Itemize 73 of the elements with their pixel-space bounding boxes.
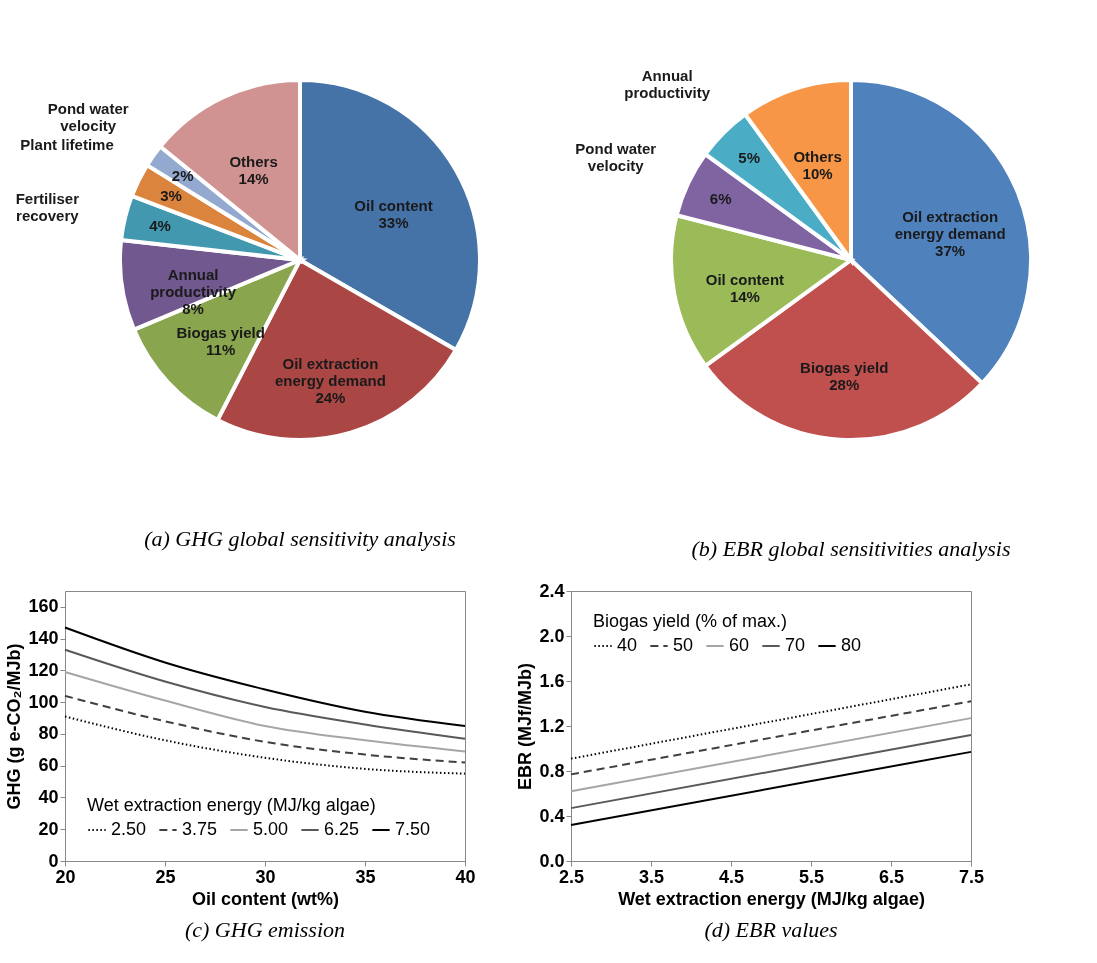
x-tick-label: 4.5 xyxy=(718,866,745,887)
legend-label: 80 xyxy=(841,635,862,655)
y-tick-label: 160 xyxy=(28,596,59,617)
line-series xyxy=(64,694,466,764)
legend-label: 3.75 xyxy=(182,819,218,839)
y-tick-label: 40 xyxy=(38,786,59,807)
legend-label: 40 xyxy=(617,635,638,655)
legend-label: 6.25 xyxy=(324,819,360,839)
slice-label: Biogas yield xyxy=(800,358,889,376)
slice-label: Oil extraction energy demand xyxy=(274,354,386,389)
y-tick-label: 1.6 xyxy=(539,670,565,691)
slice-label: Oil content xyxy=(354,197,433,214)
line-series xyxy=(64,715,466,775)
data-label: 14% xyxy=(238,170,269,188)
legend-title: Biogas yield (% of max.) xyxy=(593,611,788,631)
x-tick-label: 40 xyxy=(455,866,476,887)
y-tick-label: 80 xyxy=(38,723,59,744)
legend-label: 70 xyxy=(785,635,806,655)
x-tick-label: 35 xyxy=(355,866,376,887)
data-label: 10% xyxy=(802,165,833,183)
data-label: 3% xyxy=(160,187,182,205)
y-tick-label: 20 xyxy=(38,818,59,839)
x-tick-label: 3.5 xyxy=(638,866,665,887)
x-axis-title: Oil content (wt%) xyxy=(192,888,339,909)
line-series xyxy=(64,648,466,740)
y-tick-label: 2.4 xyxy=(539,580,565,601)
data-label: 6% xyxy=(709,189,732,207)
data-label: 37% xyxy=(935,242,966,260)
data-label: 4% xyxy=(149,217,171,235)
slice-label: Pond water velocity xyxy=(47,100,129,135)
slice-label: Annual productivity xyxy=(624,67,711,102)
line-series xyxy=(64,671,466,753)
y-tick-label: 60 xyxy=(38,755,59,776)
slice-label: Oil content xyxy=(705,271,785,289)
data-label: 2% xyxy=(171,167,194,185)
slice-label: Others xyxy=(793,148,842,166)
legend-label: 5.00 xyxy=(253,819,289,839)
x-tick-label: 30 xyxy=(255,866,276,887)
x-axis-title: Wet extraction energy (MJ/kg algae) xyxy=(618,888,925,909)
legend-label: 60 xyxy=(729,635,750,655)
text: (a) GHG global sensitivity analysis xyxy=(144,526,456,552)
legend-label: 2.50 xyxy=(111,819,147,839)
slice-label: Oil extraction energy demand xyxy=(894,208,1006,243)
y-tick-label: 100 xyxy=(28,691,59,712)
legend-label: 7.50 xyxy=(395,819,431,839)
data-label: 11% xyxy=(206,341,236,359)
slice-label: Others xyxy=(229,153,278,171)
y-axis-title: EBR (MJf/MJb) xyxy=(515,663,536,790)
data-label: 5% xyxy=(738,149,761,167)
data-label: 33% xyxy=(378,214,409,231)
legend-label: 50 xyxy=(673,635,694,655)
y-tick-label: 2.0 xyxy=(539,625,565,646)
slice-label: Fertiliser recovery xyxy=(15,189,80,224)
x-tick-label: 5.5 xyxy=(798,866,825,887)
x-tick-label: 25 xyxy=(155,866,176,887)
data-label: 28% xyxy=(829,375,860,393)
text: (b) EBR global sensitivities analysis xyxy=(691,536,1011,562)
x-tick-label: 6.5 xyxy=(878,866,905,887)
y-tick-label: 1.2 xyxy=(539,715,565,736)
y-tick-label: 140 xyxy=(28,628,59,649)
y-tick-label: 120 xyxy=(28,659,59,680)
data-label: 14% xyxy=(729,288,760,306)
data-label: 24% xyxy=(315,388,346,406)
legend-title: Wet extraction energy (MJ/kg algae) xyxy=(87,795,376,815)
slice-label: Plant lifetime xyxy=(20,135,114,153)
y-axis-title: GHG (g e-CO₂/MJb) xyxy=(4,643,25,810)
text: (d) EBR values xyxy=(704,917,838,942)
line-series xyxy=(64,626,466,727)
y-tick-label: 0.4 xyxy=(539,805,565,826)
slice-label: Pond water velocity xyxy=(575,140,657,175)
text: (c) GHG emission xyxy=(184,917,346,942)
y-tick-label: 0.8 xyxy=(539,760,565,781)
x-tick-label: 7.5 xyxy=(958,866,985,887)
